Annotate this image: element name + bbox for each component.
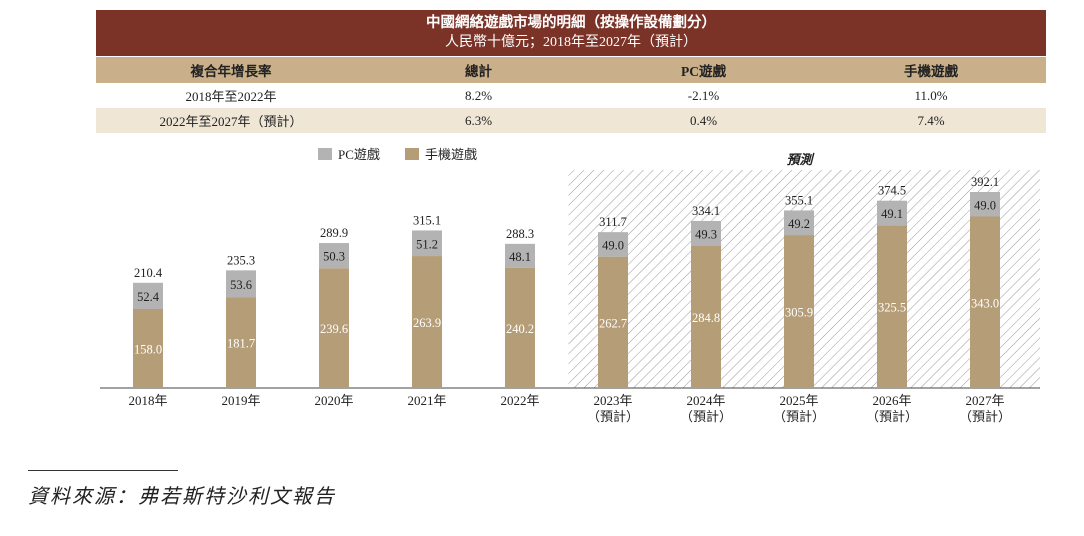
mobile-value-label: 239.6 — [320, 322, 348, 336]
cagr-cell: 6.3% — [366, 108, 591, 133]
total-value-label: 289.9 — [320, 226, 348, 240]
pc-value-label: 49.1 — [881, 207, 903, 221]
legend-label: PC遊戲 — [338, 147, 380, 162]
x-tick-sublabel: （預計） — [959, 409, 1011, 424]
chart-subtitle: 人民幣十億元；2018年至2027年（預計） — [445, 35, 697, 50]
cagr-cell: 0.4% — [591, 108, 816, 133]
x-tick-sublabel: （預計） — [680, 409, 732, 424]
pc-bar — [412, 230, 442, 257]
total-value-label: 392.1 — [971, 175, 999, 189]
stacked-bar-chart: 預測 158.0 52.4 210.4 2018年 181.7 53.6 235.3 2019… — [100, 147, 1040, 424]
mobile-bar — [226, 297, 256, 388]
pc-value-label: 51.2 — [416, 237, 438, 251]
pc-value-label: 49.0 — [602, 238, 624, 252]
total-value-label: 355.1 — [785, 193, 813, 207]
mobile-bar — [877, 225, 907, 388]
cagr-period: 2022年至2027年（預計） — [96, 108, 366, 133]
cagr-col-header: 手機遊戲 — [816, 57, 1046, 83]
mobile-bar — [598, 256, 628, 388]
mobile-value-label: 325.5 — [878, 301, 906, 315]
pc-value-label: 48.1 — [509, 250, 531, 264]
cagr-header-row: 複合年增長率 總計 PC遊戲 手機遊戲 — [96, 57, 1046, 83]
x-tick-label: 2026年 — [872, 393, 911, 408]
cagr-period: 2018年至2022年 — [96, 83, 366, 108]
mobile-bar — [133, 309, 163, 388]
x-tick-label: 2023年 — [593, 393, 632, 408]
x-tick-label: 2025年 — [779, 393, 818, 408]
x-tick-sublabel: （預計） — [866, 409, 918, 424]
source-note: 資料來源：弗若斯特沙利文報告 — [28, 486, 336, 508]
x-tick-label: 2027年 — [965, 393, 1004, 408]
mobile-value-label: 284.8 — [692, 311, 720, 325]
cagr-col-header: 複合年增長率 — [96, 57, 366, 83]
x-tick-label: 2021年 — [407, 393, 446, 408]
pc-value-label: 50.3 — [323, 250, 345, 264]
pc-bar — [319, 243, 349, 269]
pc-value-label: 49.3 — [695, 227, 717, 241]
mobile-bar — [505, 267, 535, 388]
pc-bar — [877, 200, 907, 226]
forecast-label: 預測 — [786, 152, 815, 167]
cagr-row: 2018年至2022年 8.2% -2.1% 11.0% — [96, 83, 1046, 108]
cagr-table: 複合年增長率 總計 PC遊戲 手機遊戲 2018年至2022年 8.2% -2.… — [96, 57, 1046, 133]
total-value-label: 235.3 — [227, 253, 255, 267]
mobile-bar — [970, 216, 1000, 388]
mobile-value-label: 305.9 — [785, 306, 813, 320]
total-value-label: 334.1 — [692, 204, 720, 218]
x-tick-label: 2018年 — [128, 393, 167, 408]
mobile-value-label: 158.0 — [134, 343, 162, 357]
mobile-value-label: 262.7 — [599, 316, 627, 330]
total-value-label: 210.4 — [134, 266, 163, 280]
legend-label: 手機遊戲 — [425, 147, 477, 162]
pc-value-label: 53.6 — [230, 278, 252, 292]
mobile-bar — [319, 268, 349, 388]
chart-header: 中國網絡遊戲市場的明細（按操作設備劃分） 人民幣十億元；2018年至2027年（… — [96, 10, 1046, 56]
x-tick-label: 2019年 — [221, 393, 260, 408]
pc-bar — [970, 192, 1000, 217]
cagr-cell: -2.1% — [591, 83, 816, 108]
source-divider — [28, 470, 178, 471]
pc-bar — [133, 282, 163, 309]
x-tick-label: 2024年 — [686, 393, 725, 408]
pc-bar — [505, 243, 535, 268]
cagr-col-header: PC遊戲 — [591, 57, 816, 83]
pc-bar — [691, 220, 721, 246]
mobile-value-label: 263.9 — [413, 316, 441, 330]
pc-bar — [784, 210, 814, 236]
mobile-bar — [412, 256, 442, 388]
total-value-label: 311.7 — [599, 215, 627, 229]
legend-swatch — [318, 148, 332, 160]
mobile-bar — [691, 245, 721, 388]
mobile-bar — [784, 235, 814, 388]
total-value-label: 288.3 — [506, 227, 534, 241]
chart-title: 中國網絡遊戲市場的明細（按操作設備劃分） — [426, 15, 716, 31]
mobile-value-label: 343.0 — [971, 296, 999, 310]
total-value-label: 315.1 — [413, 213, 441, 227]
pc-value-label: 49.2 — [788, 217, 810, 231]
x-tick-sublabel: （預計） — [587, 409, 639, 424]
legend-swatch — [405, 148, 419, 160]
cagr-cell: 11.0% — [816, 83, 1046, 108]
pc-bar — [598, 232, 628, 257]
mobile-value-label: 181.7 — [227, 337, 255, 351]
cagr-row: 2022年至2027年（預計） 6.3% 0.4% 7.4% — [96, 108, 1046, 133]
cagr-cell: 8.2% — [366, 83, 591, 108]
cagr-cell: 7.4% — [816, 108, 1046, 133]
pc-value-label: 49.0 — [974, 198, 996, 212]
cagr-col-header: 總計 — [366, 57, 591, 83]
x-tick-sublabel: （預計） — [773, 409, 825, 424]
total-value-label: 374.5 — [878, 184, 906, 198]
pc-value-label: 52.4 — [137, 290, 160, 304]
mobile-value-label: 240.2 — [506, 322, 534, 336]
x-tick-label: 2020年 — [314, 393, 353, 408]
pc-bar — [226, 270, 256, 298]
x-tick-label: 2022年 — [500, 393, 539, 408]
